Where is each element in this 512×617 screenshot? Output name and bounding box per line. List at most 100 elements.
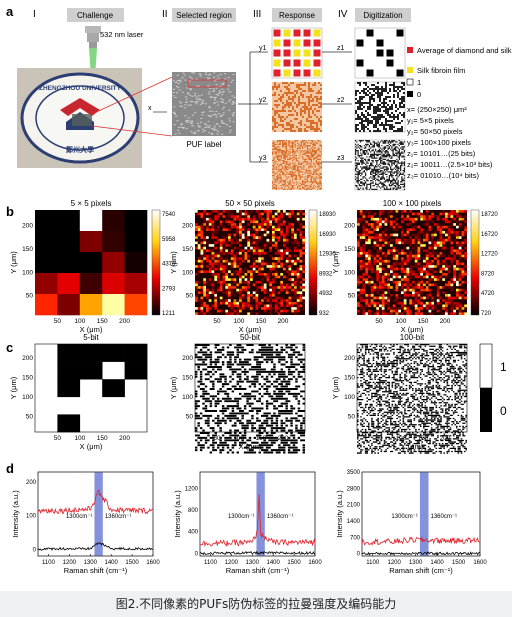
x-tick-label: 50	[54, 318, 62, 325]
z-label-1: z1	[337, 45, 345, 52]
response-pixel	[283, 59, 291, 67]
heatmap-cell	[79, 231, 103, 253]
y-tick-label: 200	[182, 223, 193, 230]
response-grid-100x100	[272, 140, 322, 190]
x-tick-label: 1600	[308, 560, 322, 566]
y-axis-label: Y (μm)	[169, 376, 178, 399]
colorbar-tick: 16930	[319, 232, 336, 238]
note-x: x= (250×250) μm²	[407, 105, 467, 114]
x-tick-label: 200	[278, 435, 289, 442]
heatmap-title: 5 × 5 pixels	[71, 199, 112, 208]
y-axis-label: Y (μm)	[9, 251, 18, 274]
heatmap-cell	[79, 294, 103, 316]
heatmap-cell	[57, 231, 81, 253]
x-tick-label: 150	[256, 318, 267, 325]
panel-a-legend: Average of diamond and silk fibroin film…	[406, 46, 512, 99]
note-y2: y₂= 50×50 pixels	[407, 127, 463, 136]
binary-map-title: 100-bit	[400, 333, 425, 342]
y-tick-label: 3500	[347, 470, 361, 476]
y-tick-label: 50	[26, 413, 34, 420]
x-tick-label: 1500	[125, 560, 139, 566]
y-tick-label: 150	[22, 374, 33, 381]
y-tick-label: 0	[33, 547, 37, 553]
response-grid-50x50	[272, 82, 322, 132]
x-tick-label: 200	[119, 435, 130, 442]
heatmap-cell	[57, 252, 81, 274]
heatmap-level	[357, 210, 467, 316]
response-pixel	[313, 69, 321, 77]
stage-title-1: Challenge	[77, 11, 114, 20]
binary-map-1: 5-bit 50 100 150 200 200 150 100 50 X (μm) Y (μm)	[9, 333, 148, 451]
annotation-1300: 1300cm⁻¹	[66, 514, 93, 520]
heatmap-level	[195, 212, 300, 313]
x-tick-label: 50	[54, 435, 62, 442]
x-tick-label: 1600	[146, 560, 160, 566]
colorbar-tick: 12930	[319, 252, 336, 258]
y-tick-label: 50	[26, 293, 34, 300]
x-tick-label: 1500	[287, 560, 301, 566]
panel-a-notes: x= (250×250) μm² y₁= 5×5 pixels y₂= 50×5…	[407, 105, 493, 180]
raman-chart-1: 1300cm⁻¹ 1360cm⁻¹ 1100 1200 1300 1400 1500 1600…	[11, 471, 160, 575]
x-tick-label: 1100	[204, 560, 218, 566]
y-tick-label: 0	[195, 551, 199, 557]
y-tick-label: 100	[344, 269, 355, 276]
binary-cell	[57, 361, 81, 380]
y-tick-label: 100	[344, 394, 355, 401]
response-pixel	[273, 29, 281, 37]
legend-swatch-silk	[407, 67, 413, 73]
binary-cell	[124, 344, 148, 362]
y-tick-label: 200	[22, 223, 33, 230]
y-tick-label: 200	[344, 223, 355, 230]
puf-label-image: PUF label	[172, 72, 236, 149]
note-z1: z₁= 10101…(25 bits)	[407, 149, 476, 158]
heatmap-cell	[35, 273, 58, 295]
x-tick-label: 1200	[225, 560, 239, 566]
x-axis-label: X (μm)	[239, 442, 262, 451]
stage-numeral-3: III	[253, 9, 261, 20]
y-tick-label: 1200	[185, 486, 199, 492]
binary-texture	[357, 344, 467, 454]
x-axis-label: X (μm)	[80, 325, 103, 334]
colorbar-tick: 5958	[162, 237, 176, 243]
binary-map-title: 50-bit	[240, 333, 261, 342]
colorbar-tick: 16720	[481, 232, 498, 238]
series-line-red	[37, 489, 154, 515]
logo-chinese: 鄭州大學	[65, 145, 94, 154]
digit-pixel	[366, 29, 374, 37]
heatmap-level	[195, 210, 305, 313]
x-tick-label: 100	[396, 435, 407, 442]
highlight-band	[94, 472, 103, 556]
x-tick-label: 1500	[452, 560, 466, 566]
digit-texture	[355, 82, 405, 132]
series-line-black	[361, 551, 481, 556]
stage-numeral-1: I	[33, 9, 36, 20]
heatmap-cell	[79, 273, 103, 295]
legend-label-one: 1	[417, 78, 421, 87]
heatmap-cell	[35, 294, 58, 316]
binary-cell	[79, 344, 103, 362]
response-grid-5x5	[271, 27, 323, 79]
stage-numeral-4: IV	[338, 9, 348, 20]
response-pixel	[273, 69, 281, 77]
y-tick-label: 50	[186, 413, 194, 420]
annotation-1360: 1360cm⁻¹	[105, 514, 132, 520]
x-tick-label: 1400	[267, 560, 281, 566]
y-tick-label: 0	[357, 552, 361, 558]
x-tick-label: 150	[418, 435, 429, 442]
digit-pixel	[386, 49, 394, 57]
y-tick-label: 150	[182, 374, 193, 381]
x-tick-label: 1300	[84, 560, 98, 566]
x-tick-label: 100	[74, 318, 85, 325]
x-axis-label: X (μm)	[401, 442, 424, 451]
heatmap-cell	[102, 210, 125, 232]
digit-pixel	[386, 59, 394, 67]
heatmap-cell	[124, 231, 148, 253]
y-tick-label: 100	[22, 269, 33, 276]
x-tick-label: 200	[440, 435, 451, 442]
y-tick-label: 100	[182, 394, 193, 401]
x-axis-label: Raman shift (cm⁻¹)	[389, 566, 453, 575]
note-y1: y₁= 5×5 pixels	[407, 116, 454, 125]
annotation-1360: 1360cm⁻¹	[267, 514, 294, 520]
y-tick-label: 100	[22, 394, 33, 401]
x-tick-label: 1100	[42, 560, 56, 566]
